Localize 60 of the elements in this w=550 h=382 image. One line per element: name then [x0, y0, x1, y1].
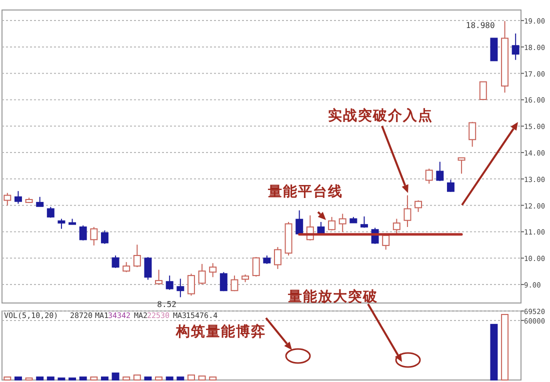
- bar: [46, 376, 54, 380]
- annotation: 量能放大突破: [287, 288, 378, 305]
- candlestick: [144, 256, 152, 280]
- candlestick: [414, 200, 422, 212]
- bar: [4, 376, 12, 380]
- candlestick: [90, 226, 98, 246]
- candlestick: [155, 269, 163, 286]
- candlestick: [230, 275, 238, 292]
- candlestick: [490, 38, 498, 62]
- candlestick: [4, 192, 12, 206]
- annotation: 构筑量能博弈: [175, 323, 266, 340]
- bar: [155, 376, 163, 380]
- bar: [209, 376, 217, 380]
- annotation: 实战突破介入点: [328, 107, 433, 124]
- candlestick: [392, 218, 400, 234]
- bar: [187, 374, 195, 380]
- annotation: 8.52: [157, 300, 177, 310]
- candlestick: [79, 224, 87, 241]
- candlestick: [468, 121, 476, 148]
- candlestick: [166, 275, 174, 290]
- bar: [144, 376, 152, 380]
- bar: [176, 376, 184, 380]
- candlestick: [198, 263, 206, 286]
- candlestick: [458, 157, 466, 174]
- candlestick: [338, 213, 346, 232]
- candlestick: [220, 272, 228, 292]
- annotation: 18.980: [466, 21, 495, 30]
- bar: [133, 374, 141, 380]
- candlestick: [512, 32, 520, 60]
- bar: [501, 314, 509, 380]
- candlestick: [404, 194, 412, 228]
- bar: [198, 376, 206, 380]
- candlestick: [122, 262, 130, 273]
- bar: [490, 324, 498, 380]
- candlestick: [112, 254, 120, 268]
- bar: [112, 372, 120, 380]
- candlestick: [36, 196, 44, 207]
- candlestick: [479, 81, 487, 100]
- candlestick: [425, 168, 433, 184]
- candlestick: [274, 246, 282, 270]
- candlestick: [133, 244, 141, 268]
- candlestick: [328, 216, 336, 231]
- candlestick: [446, 179, 454, 192]
- candlestick: [436, 161, 444, 182]
- bar: [122, 376, 130, 380]
- candlestick: [100, 230, 108, 244]
- candlestick: [58, 218, 66, 230]
- bar: [36, 376, 44, 380]
- candlestick: [360, 216, 368, 228]
- candlestick: [187, 273, 195, 296]
- annotation: 量能平台线: [267, 184, 343, 200]
- bar: [79, 376, 87, 380]
- bar: [166, 376, 174, 380]
- bar: [14, 376, 22, 380]
- candlestick: [14, 190, 22, 204]
- candlestick: [209, 262, 217, 278]
- candlestick: [252, 256, 260, 278]
- bar: [90, 376, 98, 380]
- candlestick: [176, 278, 184, 298]
- bar: [100, 376, 108, 380]
